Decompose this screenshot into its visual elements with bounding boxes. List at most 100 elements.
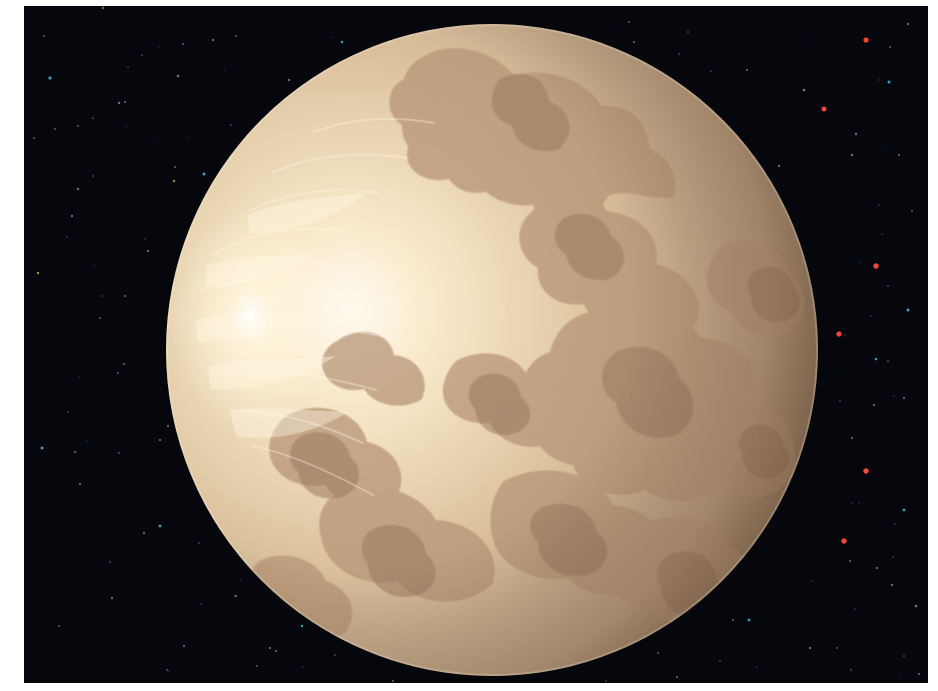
- star: [91, 174, 95, 178]
- star: [173, 165, 177, 169]
- star: [123, 100, 127, 104]
- star: [230, 124, 232, 126]
- star: [58, 625, 60, 627]
- star: [808, 646, 812, 650]
- star: [101, 295, 103, 297]
- star: [876, 567, 878, 569]
- star: [918, 673, 920, 675]
- star: [300, 624, 304, 628]
- star: [73, 450, 77, 454]
- star: [605, 680, 607, 682]
- star: [863, 37, 869, 43]
- star: [93, 265, 95, 267]
- star: [821, 106, 827, 112]
- star: [881, 233, 883, 235]
- star: [330, 36, 332, 38]
- star: [889, 46, 891, 48]
- star: [903, 655, 905, 657]
- star: [172, 179, 176, 183]
- star: [675, 675, 679, 679]
- star: [617, 29, 619, 31]
- planet-illustration: [24, 6, 928, 683]
- star: [125, 126, 127, 128]
- star: [874, 357, 878, 361]
- star: [633, 41, 635, 43]
- star: [747, 618, 751, 622]
- star: [165, 668, 169, 672]
- star: [882, 147, 884, 149]
- star: [167, 425, 169, 427]
- star: [811, 580, 813, 582]
- star: [76, 187, 80, 191]
- star: [841, 538, 847, 544]
- star: [66, 236, 68, 238]
- star: [211, 38, 215, 42]
- planet-rim: [166, 24, 818, 676]
- star: [78, 376, 80, 378]
- star: [894, 523, 896, 525]
- star: [809, 39, 811, 41]
- star: [40, 446, 44, 450]
- star: [66, 410, 70, 414]
- star: [176, 74, 180, 78]
- star: [202, 172, 206, 176]
- star: [123, 294, 127, 298]
- star: [873, 263, 879, 269]
- star: [224, 69, 226, 71]
- star: [333, 653, 337, 657]
- star: [863, 468, 869, 474]
- star: [36, 271, 40, 275]
- star: [914, 604, 918, 608]
- star: [268, 646, 272, 650]
- star: [844, 334, 846, 336]
- star: [116, 371, 120, 375]
- star: [101, 6, 105, 10]
- star: [902, 508, 906, 512]
- star: [719, 660, 721, 662]
- star: [756, 666, 758, 668]
- star: [146, 249, 150, 253]
- star: [710, 70, 712, 72]
- star: [872, 403, 876, 407]
- space-scene: [24, 6, 928, 683]
- star: [851, 437, 853, 439]
- star: [108, 560, 112, 564]
- star: [235, 35, 237, 37]
- star: [157, 142, 159, 144]
- star: [25, 111, 27, 113]
- star: [70, 214, 74, 218]
- star: [805, 143, 807, 145]
- star: [168, 670, 170, 672]
- star: [851, 502, 853, 504]
- star: [142, 531, 146, 535]
- star: [854, 132, 858, 136]
- star: [746, 69, 748, 71]
- star: [878, 204, 880, 206]
- star: [890, 583, 894, 587]
- star: [836, 647, 838, 649]
- star: [848, 559, 852, 563]
- star: [850, 153, 854, 157]
- star: [43, 35, 45, 37]
- star: [858, 502, 860, 504]
- star: [854, 608, 856, 610]
- star: [859, 261, 861, 263]
- star: [183, 645, 185, 647]
- star: [79, 483, 81, 485]
- star: [127, 66, 129, 68]
- star: [878, 79, 880, 81]
- star: [117, 451, 121, 455]
- star: [158, 438, 162, 442]
- star-field: [25, 6, 920, 683]
- star: [123, 363, 125, 365]
- star: [93, 114, 95, 116]
- star: [200, 603, 202, 605]
- star: [898, 673, 900, 675]
- star: [92, 117, 94, 119]
- star: [850, 669, 852, 671]
- star: [887, 80, 891, 84]
- star: [188, 136, 190, 138]
- star: [898, 154, 900, 156]
- star: [86, 440, 88, 442]
